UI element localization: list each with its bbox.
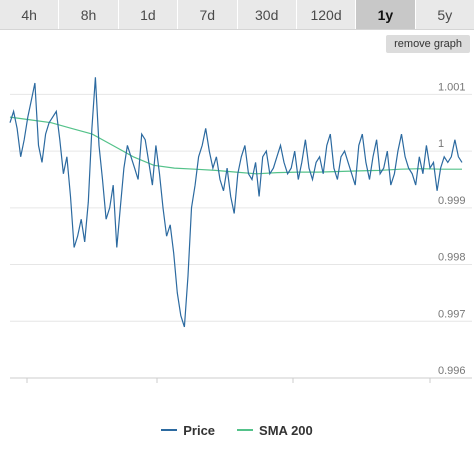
y-tick-label: 0.998 [438,252,466,264]
y-tick-label: 1 [438,138,444,150]
y-tick-label: 0.999 [438,195,466,207]
price-series-line [9,77,463,328]
y-tick-label: 1.001 [438,81,466,93]
tab-4h[interactable]: 4h [0,0,60,29]
legend-label-sma: SMA 200 [259,422,313,438]
legend-swatch-sma [237,429,254,431]
y-tick-label: 0.996 [438,365,466,377]
tab-120d[interactable]: 120d [297,0,357,29]
tab-1d[interactable]: 1d [119,0,179,29]
legend-swatch-price [161,429,178,431]
tab-30d[interactable]: 30d [238,0,297,29]
tab-7d[interactable]: 7d [178,0,238,29]
chart-legend: Price SMA 200 [0,421,474,439]
tab-5y[interactable]: 5y [437,6,453,23]
sma-200-series-line [9,116,462,175]
legend-label-price: Price [183,422,216,438]
legend-item-sma[interactable]: SMA 200 [237,421,313,439]
y-axis-labels: 1.001 1 0.999 0.998 0.997 0.996 [438,81,466,377]
time-range-tabs: 4h 8h 1d 7d 30d 120d 1y 5y [0,0,474,30]
tab-8h[interactable]: 8h [59,0,119,29]
price-chart: 1.001 1 0.999 0.998 0.997 0.996 Apr '25Jul '2… [9,77,472,383]
y-tick-label: 0.997 [438,308,466,320]
chart-gridlines [10,93,472,379]
remove-graph-button[interactable]: remove graph [386,35,470,53]
x-axis: Apr '25Jul '25Oct '25Jan '26 [10,377,472,383]
legend-item-price[interactable]: Price [161,421,215,439]
tab-1y[interactable]: 1y [356,0,416,29]
